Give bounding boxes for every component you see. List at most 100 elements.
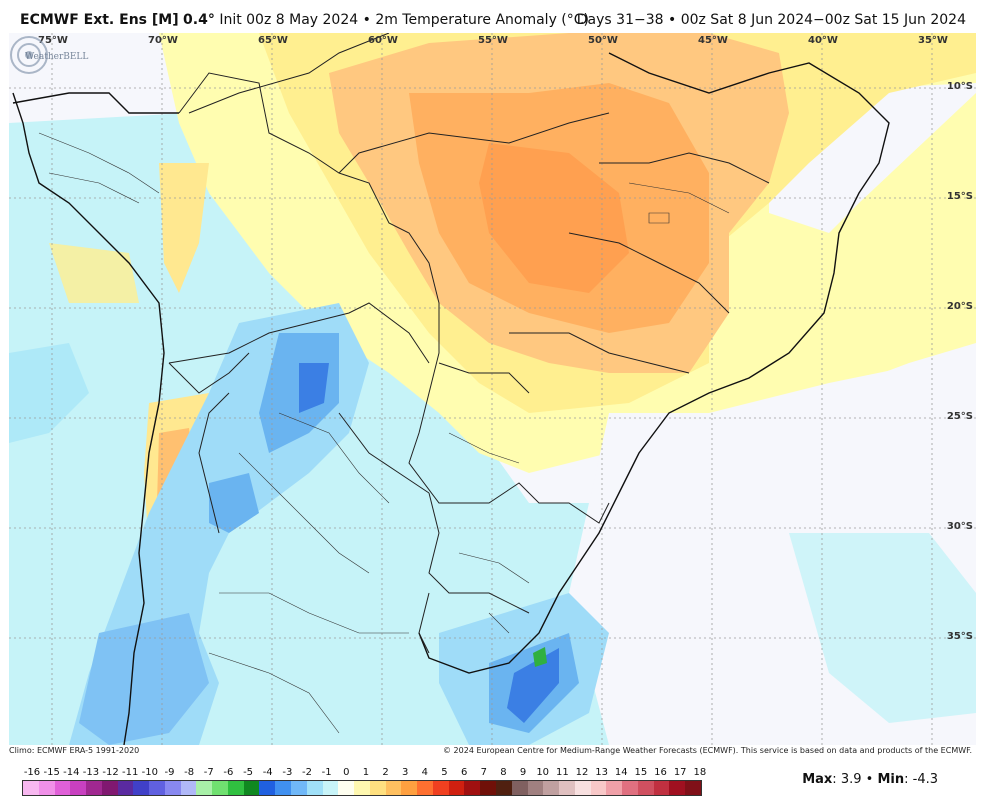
colorbar-cell bbox=[574, 781, 591, 795]
colorbar-cell bbox=[70, 781, 87, 795]
colorbar-cell bbox=[669, 781, 686, 795]
colorbar-cell bbox=[149, 781, 165, 795]
colorbar-cell bbox=[338, 781, 355, 795]
lat-label-25s: 25°S bbox=[946, 411, 973, 422]
colorbar-label: 1 bbox=[362, 767, 370, 778]
colorbar-cell bbox=[511, 781, 528, 795]
colorbar-cell bbox=[606, 781, 623, 795]
colorbar-label: 11 bbox=[555, 767, 569, 778]
colorbar-label: -8 bbox=[184, 767, 195, 778]
lon-label-55w: 55°W bbox=[478, 35, 508, 46]
colorbar-label: -15 bbox=[43, 767, 60, 778]
max-min-readout: Max: 3.9 • Min: -4.3 bbox=[802, 772, 938, 787]
colorbar-cell bbox=[133, 781, 150, 795]
lat-label-15s: 15°S bbox=[946, 191, 973, 202]
colorbar-label: -7 bbox=[203, 767, 214, 778]
variable-name: 2m Temperature Anomaly (°C) bbox=[375, 12, 589, 28]
colorbar-cell bbox=[86, 781, 102, 795]
colorbar-label: 5 bbox=[441, 767, 448, 778]
colorbar-label: 10 bbox=[536, 767, 550, 778]
colorbar-cell bbox=[480, 781, 496, 795]
lon-label-75w: 75°W bbox=[38, 35, 68, 46]
colorbar-label: 9 bbox=[519, 767, 527, 778]
colorbar-cell bbox=[464, 781, 481, 795]
colorbar-cell bbox=[369, 781, 386, 795]
anomaly-map[interactable]: 75°W 70°W 65°W 60°W 55°W 50°W 45°W 40°W … bbox=[9, 33, 976, 745]
colorbar-label: -9 bbox=[164, 767, 175, 778]
valid-period: Days 31−38 • 00z Sat 8 Jun 2024−00z Sat … bbox=[576, 12, 966, 28]
colorbar-label: 16 bbox=[654, 767, 667, 778]
colorbar-cell bbox=[117, 781, 134, 795]
stats-separator: • bbox=[865, 772, 874, 787]
map-title: ECMWF Ext. Ens [M] 0.4° Init 00z 8 May 2… bbox=[20, 12, 589, 28]
min-value: -4.3 bbox=[912, 772, 938, 787]
model-resolution: 0.4° bbox=[183, 12, 215, 28]
colorbar-cell bbox=[322, 781, 339, 795]
lat-label-30s: 30°S bbox=[946, 521, 973, 532]
max-label: Max bbox=[802, 772, 833, 787]
colorbar-label: -4 bbox=[262, 767, 273, 778]
colorbar-cell bbox=[401, 781, 418, 795]
colorbar-cell bbox=[38, 781, 55, 795]
copyright-note: © 2024 European Centre for Medium-Range … bbox=[443, 746, 972, 755]
max-value: 3.9 bbox=[840, 772, 862, 787]
colorbar-cell bbox=[212, 781, 228, 795]
colorbar-cell bbox=[432, 781, 449, 795]
colorbar-cell bbox=[559, 781, 575, 795]
colorbar-label: 8 bbox=[500, 767, 507, 778]
colorbar-label: 3 bbox=[402, 767, 409, 778]
min-label: Min bbox=[877, 772, 905, 787]
colorbar-label: 17 bbox=[673, 767, 687, 778]
colorbar-cell bbox=[448, 781, 465, 795]
colorbar-cells bbox=[22, 780, 702, 796]
colorbar-label: 14 bbox=[614, 767, 628, 778]
colorbar-label: -5 bbox=[243, 767, 254, 778]
colorbar-cell bbox=[385, 781, 402, 795]
colorbar-label: 0 bbox=[343, 767, 350, 778]
colorbar-label: 2 bbox=[382, 767, 389, 778]
colorbar-cell bbox=[306, 781, 323, 795]
colorbar-cell bbox=[259, 781, 276, 795]
colorbar-cell bbox=[164, 781, 181, 795]
lat-label-10s: 10°S bbox=[946, 81, 973, 92]
colorbar-label: 4 bbox=[421, 767, 429, 778]
colorbar-label: -12 bbox=[102, 767, 119, 778]
colorbar-label: -10 bbox=[141, 767, 159, 778]
colorbar-cell bbox=[196, 781, 213, 795]
lon-label-60w: 60°W bbox=[368, 35, 398, 46]
lon-label-70w: 70°W bbox=[148, 35, 178, 46]
colorbar-cell bbox=[291, 781, 307, 795]
colorbar-cell bbox=[180, 781, 197, 795]
climo-note: Climo: ECMWF ERA-5 1991-2020 bbox=[9, 746, 140, 755]
colorbar-cell bbox=[54, 781, 71, 795]
model-name: ECMWF Ext. Ens [M] bbox=[20, 12, 179, 28]
colorbar-label: -2 bbox=[301, 767, 312, 778]
colorbar-label: -3 bbox=[282, 767, 293, 778]
colorbar-cell bbox=[543, 781, 560, 795]
weatherbell-logo: WeatherBELL bbox=[10, 36, 88, 74]
lat-label-35s: 35°S bbox=[946, 631, 973, 642]
lon-label-35w: 35°W bbox=[918, 35, 948, 46]
colorbar-label: 12 bbox=[575, 767, 589, 778]
colorbar-cell bbox=[495, 781, 512, 795]
colorbar-cell bbox=[23, 781, 39, 795]
colorbar-label: -11 bbox=[122, 767, 139, 778]
colorbar-label: -16 bbox=[23, 767, 41, 778]
colorbar-cell bbox=[637, 781, 654, 795]
colorbar-cell bbox=[527, 781, 544, 795]
colorbar-cell bbox=[227, 781, 244, 795]
colorbar-cell bbox=[653, 781, 670, 795]
title-bullet: • bbox=[362, 12, 371, 28]
colorbar-label: -14 bbox=[63, 767, 80, 778]
colorbar-cell bbox=[101, 781, 118, 795]
colorbar-cell bbox=[354, 781, 370, 795]
colorbar-label: 7 bbox=[480, 767, 487, 778]
colorbar-cell bbox=[685, 781, 701, 795]
colorbar-label: 15 bbox=[634, 767, 648, 778]
colorbar-label: -13 bbox=[82, 767, 100, 778]
colorbar-cell bbox=[243, 781, 260, 795]
lon-label-45w: 45°W bbox=[698, 35, 728, 46]
lon-label-50w: 50°W bbox=[588, 35, 618, 46]
lat-label-20s: 20°S bbox=[946, 301, 973, 312]
logo-text: WeatherBELL bbox=[25, 52, 88, 62]
